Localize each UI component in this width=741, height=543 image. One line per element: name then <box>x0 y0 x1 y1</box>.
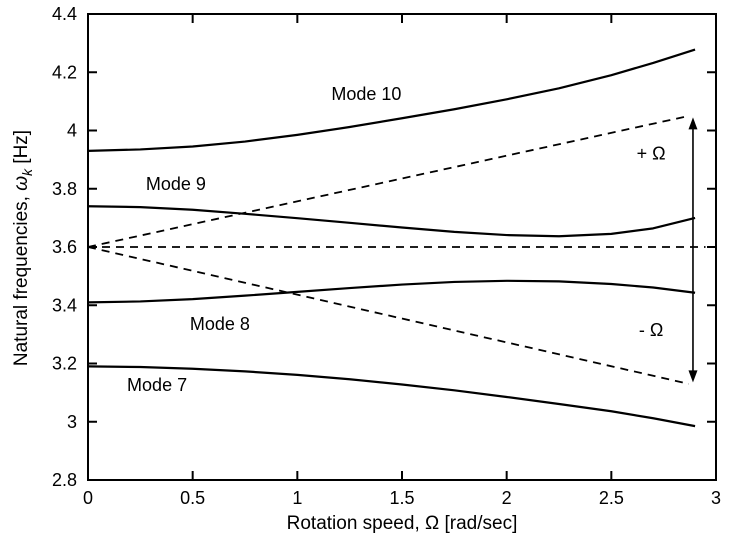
series-plus-omega-line <box>87 115 689 248</box>
y-tick-label: 3 <box>67 412 77 432</box>
x-tick-label: 2 <box>502 488 512 508</box>
y-axis-label-text: Natural frequencies, <box>11 190 32 367</box>
x-tick-label: 1.5 <box>389 488 414 508</box>
series-mode-8 <box>87 279 696 304</box>
omega-span-arrowhead-down <box>688 370 698 383</box>
annotation-mode-10: Mode 10 <box>331 84 401 104</box>
y-tick-label: 3.2 <box>52 354 77 374</box>
x-tick-label: 0.5 <box>180 488 205 508</box>
annotation-mode-8: Mode 8 <box>190 314 250 334</box>
series-mode-10 <box>87 48 696 152</box>
x-tick-label: 3 <box>711 488 721 508</box>
x-axis-label-text: Rotation speed, <box>286 513 425 534</box>
series-mode-9 <box>87 205 696 238</box>
x-axis-label: Rotation speed, Ω [rad/sec] <box>88 513 716 535</box>
y-axis-label-symbol: ω <box>11 175 32 191</box>
y-axis-label-units: [Hz] <box>11 129 32 169</box>
x-axis-label-symbol: Ω <box>425 513 440 534</box>
y-tick-label: 4.2 <box>52 62 77 82</box>
annotation-mode-9: Mode 9 <box>146 174 206 194</box>
y-tick-label: 3.4 <box>52 295 77 315</box>
y-axis-label-subscript: k <box>18 168 35 176</box>
annotation--: - Ω <box>639 320 663 340</box>
series-minus-omega-line <box>87 246 689 385</box>
omega-span-arrowhead-up <box>688 117 698 130</box>
annotation-mode-7: Mode 7 <box>127 375 187 395</box>
x-axis-label-units: [rad/sec] <box>439 513 518 534</box>
y-tick-label: 4.4 <box>52 4 77 24</box>
y-axis-label: Natural frequencies, ωk [Hz] <box>11 15 35 481</box>
x-tick-label: 0 <box>83 488 93 508</box>
series-mode-7 <box>87 365 696 428</box>
y-tick-label: 2.8 <box>52 470 77 490</box>
x-tick-label: 1 <box>292 488 302 508</box>
y-tick-label: 3.8 <box>52 179 77 199</box>
y-tick-label: 3.6 <box>52 237 77 257</box>
y-tick-label: 4 <box>67 121 77 141</box>
annotation--: + Ω <box>637 144 666 164</box>
x-tick-label: 2.5 <box>599 488 624 508</box>
